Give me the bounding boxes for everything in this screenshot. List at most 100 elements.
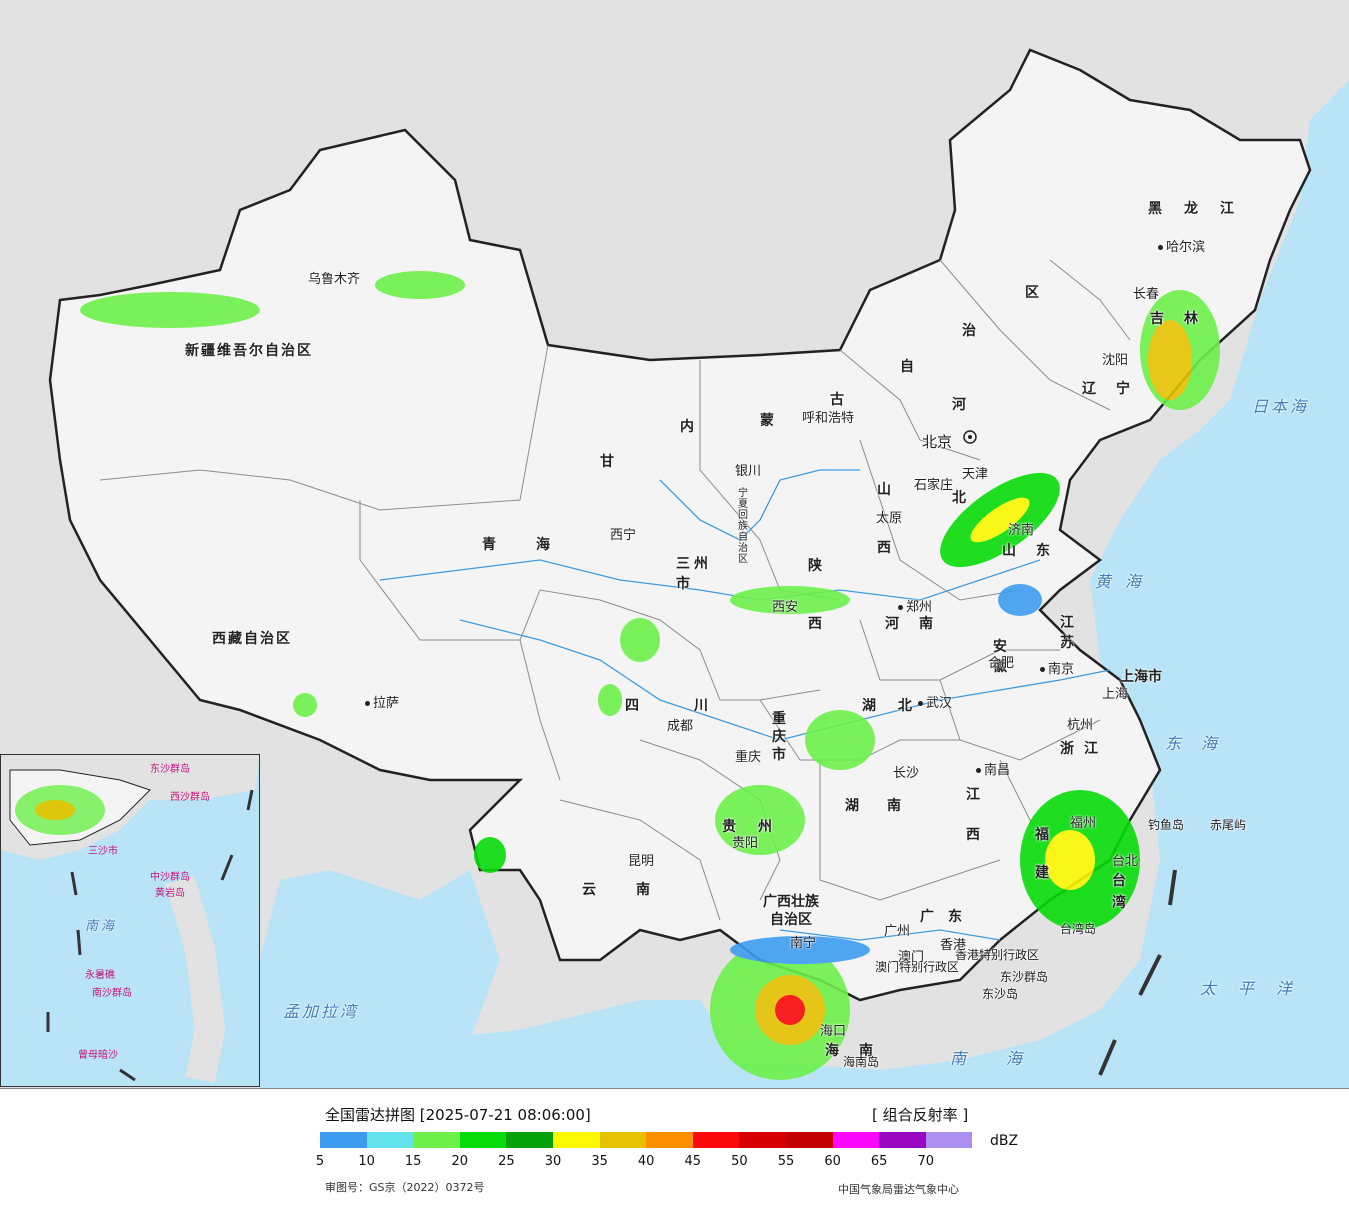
region-label: 浙江 — [1060, 741, 1108, 757]
region-label: 古 — [830, 392, 846, 408]
city-label: 贵阳 — [732, 836, 759, 851]
inset-island-label: 东沙群岛 — [150, 764, 190, 775]
ocean-bay — [260, 870, 500, 1088]
region-label: 自 — [900, 359, 916, 375]
color-scale-ticks: 5 10 15 20 25 30 35 40 45 50 55 60 65 70 — [316, 1154, 960, 1172]
city-label: 香港 — [940, 938, 967, 953]
region-label: 澳门特别行政区 — [875, 960, 960, 974]
city-label: 拉萨 — [365, 692, 399, 711]
city-label: 银川 — [735, 464, 762, 479]
map-area[interactable]: 新疆维吾尔自治区 西藏自治区 青海 甘 内 蒙 古 自 治 区 黑龙江 吉林 辽… — [0, 0, 1349, 1089]
region-label: 山东 — [1002, 543, 1070, 559]
city-label: 海口 — [820, 1024, 847, 1039]
color-swatch — [459, 1132, 507, 1148]
color-swatch — [552, 1132, 600, 1148]
region-label: 河南 — [885, 616, 953, 632]
inset-island-label: 南沙群岛 — [92, 988, 132, 999]
color-swatch — [366, 1132, 414, 1148]
radar-echoes — [80, 271, 1220, 1080]
city-label: 福州 — [1070, 816, 1097, 831]
region-label: 西 — [877, 540, 893, 556]
region-label: 广东 — [920, 909, 976, 925]
inset-island-label: 曾母暗沙 — [78, 1050, 118, 1061]
scale-tick-label: 30 — [544, 1154, 562, 1169]
scale-tick-label: 60 — [824, 1154, 841, 1169]
region-label: 福建 — [1035, 827, 1051, 881]
inset-island-label: 黄岩岛 — [155, 888, 185, 899]
island-label: 钓鱼岛 — [1148, 818, 1185, 832]
capital-marker — [963, 430, 977, 444]
color-swatch — [320, 1132, 367, 1148]
region-label: 台湾 — [1112, 873, 1128, 911]
legend-title: 全国雷达拼图 [2025-07-21 08:06:00] — [325, 1106, 591, 1124]
sea-label: 孟加拉湾 — [283, 1002, 360, 1021]
island-label: 海南岛 — [843, 1055, 880, 1069]
ocean-east — [260, 80, 1349, 1088]
nine-dash-line — [1098, 869, 1177, 1076]
region-label: 安徽 — [993, 639, 1017, 675]
city-label: 合肥 — [988, 656, 1015, 671]
color-swatch — [599, 1132, 647, 1148]
city-label: 长春 — [1133, 287, 1160, 302]
inset-island-label: 西沙群岛 — [170, 792, 210, 803]
inset-island-label: 永暑礁 — [85, 970, 115, 981]
sea-label: 太平洋 — [1200, 979, 1315, 998]
city-label: 北京 — [922, 433, 953, 451]
region-label: 内 — [680, 419, 696, 435]
region-label: 治 — [962, 323, 978, 339]
city-label: 哈尔滨 — [1158, 236, 1205, 255]
sea-label: 东海 — [1165, 734, 1238, 753]
region-label: 三州市 — [676, 556, 712, 592]
color-swatch — [879, 1132, 926, 1148]
city-label: 乌鲁木齐 — [308, 272, 361, 287]
sea-label: 南海 — [950, 1049, 1063, 1068]
city-label: 沈阳 — [1102, 353, 1129, 368]
scale-tick-label: 10 — [358, 1154, 375, 1169]
city-label: 杭州 — [1067, 718, 1094, 733]
scale-tick-label: 40 — [637, 1154, 655, 1169]
scale-tick-label: 55 — [777, 1154, 795, 1169]
region-label: 区 — [1025, 285, 1041, 301]
region-label: 辽宁 — [1082, 381, 1150, 397]
city-label: 西安 — [772, 600, 799, 615]
city-label: 太原 — [876, 511, 903, 526]
city-label: 天津 — [962, 467, 989, 482]
scale-tick-label: 45 — [684, 1154, 702, 1169]
region-label: 湖南 — [845, 798, 929, 814]
island-label: 台湾岛 — [1060, 922, 1097, 936]
island-label: 东沙岛 — [982, 987, 1019, 1001]
city-label: 上海 — [1102, 687, 1129, 702]
color-swatch — [925, 1132, 973, 1148]
region-label: 贵州 — [722, 819, 794, 835]
color-swatch — [739, 1132, 786, 1148]
region-label: 广西壮族 — [763, 894, 819, 910]
city-label: 南京 — [1040, 658, 1074, 677]
scale-tick-label: 50 — [731, 1154, 748, 1169]
region-label: 西 — [808, 616, 824, 632]
color-swatch — [413, 1132, 460, 1148]
region-label: 新疆维吾尔自治区 — [185, 343, 313, 359]
region-label: 北 — [952, 490, 968, 506]
region-label: 上海市 — [1120, 669, 1162, 685]
color-swatch — [692, 1132, 740, 1148]
region-label: 吉林 — [1150, 311, 1218, 327]
city-label: 台北 — [1112, 854, 1139, 869]
scale-tick-label: 5 — [315, 1154, 325, 1169]
region-label: 甘 — [600, 454, 616, 470]
city-label: 南宁 — [790, 936, 817, 951]
region-label: 海南 — [825, 1043, 893, 1059]
scale-tick-label: 70 — [917, 1154, 935, 1169]
city-label: 济南 — [1008, 523, 1035, 538]
city-label: 澳门 — [898, 950, 925, 965]
legend-panel: 全国雷达拼图 [2025-07-21 08:06:00] [ 组合反射率 ] 5… — [0, 1089, 1349, 1208]
scale-tick-label: 25 — [498, 1154, 515, 1169]
scale-tick-label: 15 — [404, 1154, 422, 1169]
sea-label: 黄海 — [1095, 572, 1156, 591]
scale-tick-label: 35 — [591, 1154, 608, 1169]
region-label: 湖北 — [862, 698, 934, 714]
region-label: 宁夏回族自治区 — [738, 488, 748, 565]
region-label: 黑龙江 — [1148, 201, 1256, 217]
region-label: 重庆市 — [772, 711, 788, 763]
city-label: 广州 — [884, 924, 911, 939]
island-label: 东沙群岛 — [1000, 970, 1049, 984]
